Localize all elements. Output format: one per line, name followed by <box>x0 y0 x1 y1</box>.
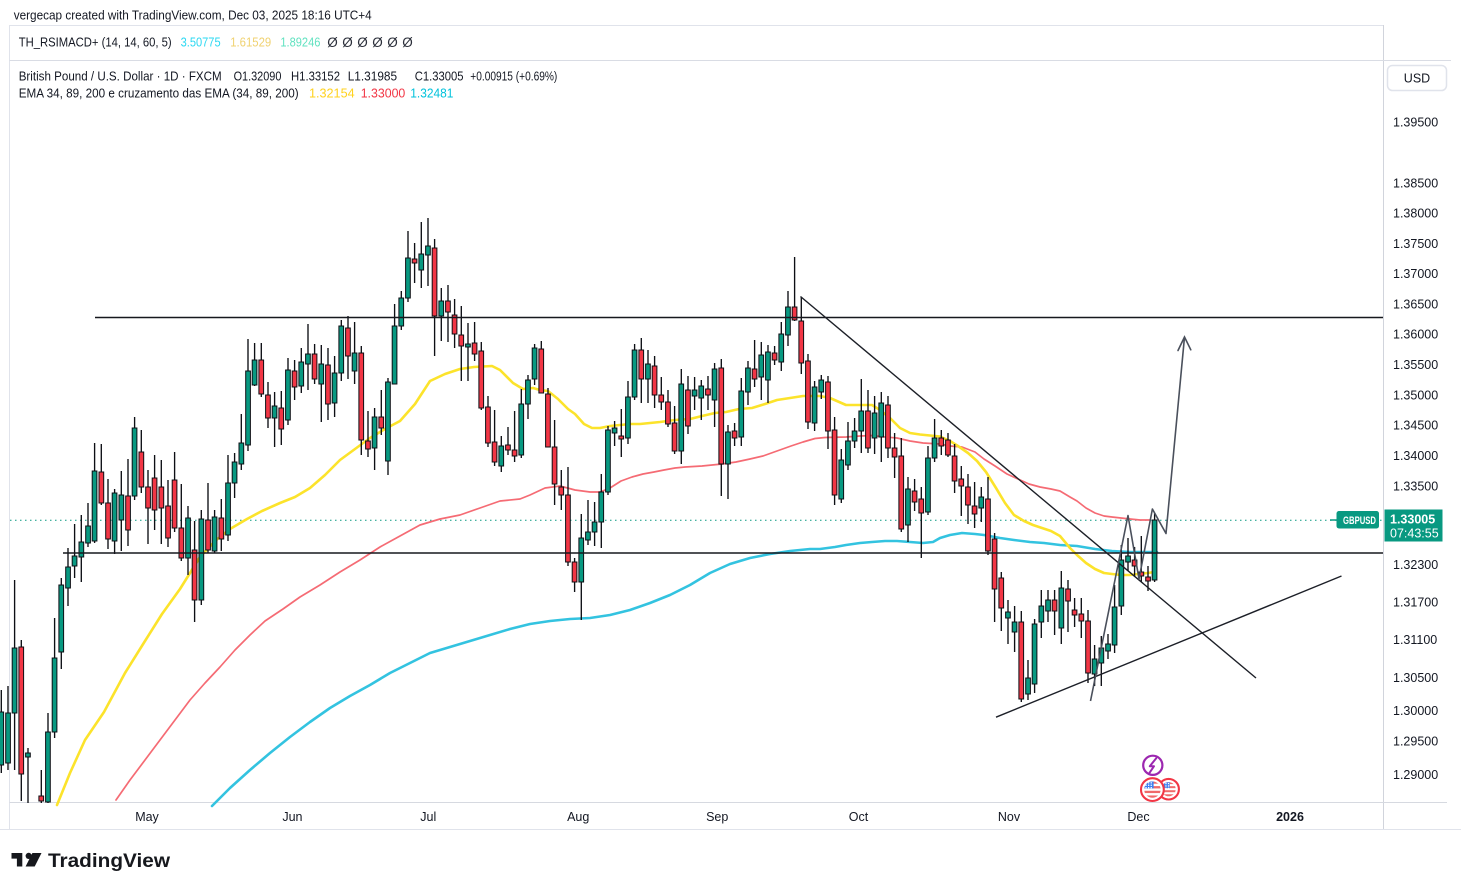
svg-text:Ø: Ø <box>357 35 368 50</box>
svg-text:1.29000: 1.29000 <box>1393 768 1438 782</box>
svg-text:Sep: Sep <box>706 810 728 824</box>
svg-text:1.36000: 1.36000 <box>1393 328 1438 342</box>
svg-text:2026: 2026 <box>1276 810 1304 824</box>
svg-text:1.61529: 1.61529 <box>230 35 271 50</box>
svg-text:1.30500: 1.30500 <box>1393 671 1438 685</box>
svg-text:3.50775: 3.50775 <box>181 35 221 50</box>
svg-text:EMA 34, 89, 200 e cruzamento d: EMA 34, 89, 200 e cruzamento das EMA (34… <box>19 86 299 101</box>
svg-text:Ø: Ø <box>342 35 353 50</box>
svg-text:1.33005: 1.33005 <box>1390 513 1435 527</box>
svg-text:1.33000: 1.33000 <box>361 86 406 101</box>
svg-text:Nov: Nov <box>998 810 1021 824</box>
svg-text:USD: USD <box>1404 72 1430 86</box>
svg-text:Jun: Jun <box>282 810 302 824</box>
svg-text:1.39500: 1.39500 <box>1393 116 1438 130</box>
svg-text:1.34500: 1.34500 <box>1393 419 1438 433</box>
svg-text:1.38000: 1.38000 <box>1393 207 1438 221</box>
svg-text:+0.00915 (+0.69%): +0.00915 (+0.69%) <box>470 69 557 84</box>
svg-text:1.34000: 1.34000 <box>1393 449 1438 463</box>
svg-text:Dec: Dec <box>1127 810 1149 824</box>
svg-text:1.32154: 1.32154 <box>309 86 355 101</box>
svg-text:Ø: Ø <box>372 35 383 50</box>
svg-text:1.31100: 1.31100 <box>1393 633 1437 647</box>
svg-text:British Pound / U.S. Dollar ·: British Pound / U.S. Dollar · 1D · FXCM <box>19 69 222 84</box>
svg-text:1.36500: 1.36500 <box>1393 298 1438 312</box>
svg-text:1.38500: 1.38500 <box>1393 177 1438 191</box>
svg-text:vergecap created with TradingV: vergecap created with TradingView.com, D… <box>14 8 372 23</box>
svg-text:1.33500: 1.33500 <box>1393 480 1438 494</box>
svg-text:TradingView: TradingView <box>48 850 171 872</box>
svg-text:1.31700: 1.31700 <box>1393 596 1438 610</box>
svg-text:1.29500: 1.29500 <box>1393 735 1438 749</box>
svg-text:L1.31985: L1.31985 <box>348 69 397 84</box>
svg-text:Ø: Ø <box>387 35 398 50</box>
svg-text:1.37000: 1.37000 <box>1393 267 1438 281</box>
svg-text:Ø: Ø <box>402 35 413 50</box>
svg-text:Jul: Jul <box>420 810 436 824</box>
svg-text:1.32481: 1.32481 <box>410 86 453 101</box>
svg-text:1.89246: 1.89246 <box>280 35 320 50</box>
svg-text:1.35000: 1.35000 <box>1393 389 1438 403</box>
svg-text:1.35500: 1.35500 <box>1393 358 1438 372</box>
svg-text:1.32300: 1.32300 <box>1393 558 1438 572</box>
svg-text:1.30000: 1.30000 <box>1393 704 1438 718</box>
svg-text:O1.32090: O1.32090 <box>234 69 282 84</box>
svg-text:GBPUSD: GBPUSD <box>1343 515 1376 527</box>
svg-text:C1.33005: C1.33005 <box>415 69 464 84</box>
svg-text:May: May <box>135 810 159 824</box>
svg-text:TH_RSIMACD+ (14, 14, 60, 5): TH_RSIMACD+ (14, 14, 60, 5) <box>19 35 172 50</box>
svg-text:H1.33152: H1.33152 <box>291 69 340 84</box>
svg-text:Ø: Ø <box>327 35 338 50</box>
svg-text:Aug: Aug <box>567 810 589 824</box>
svg-text:1.37500: 1.37500 <box>1393 237 1438 251</box>
svg-text:Oct: Oct <box>849 810 869 824</box>
svg-text:07:43:55: 07:43:55 <box>1390 527 1439 541</box>
